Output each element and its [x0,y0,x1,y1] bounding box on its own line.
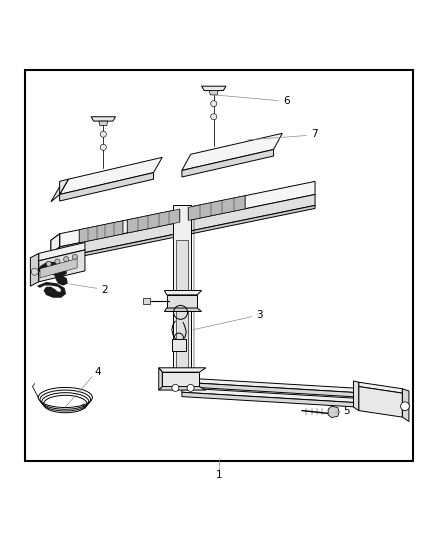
Polygon shape [182,149,274,177]
Polygon shape [38,282,65,297]
Polygon shape [60,205,315,261]
Circle shape [55,259,60,264]
Polygon shape [39,250,85,282]
Polygon shape [55,275,67,285]
Polygon shape [51,179,68,202]
Circle shape [31,268,38,275]
Circle shape [72,254,78,260]
Polygon shape [353,381,359,410]
Text: 6: 6 [283,96,290,107]
Polygon shape [188,196,245,221]
Circle shape [46,261,51,266]
Text: 3: 3 [256,310,263,319]
Polygon shape [164,308,201,311]
Polygon shape [159,368,206,372]
Polygon shape [182,388,365,403]
Polygon shape [99,121,108,125]
Circle shape [100,131,106,138]
Polygon shape [38,262,66,276]
Polygon shape [60,173,153,201]
Polygon shape [39,243,85,261]
Circle shape [172,384,179,391]
Text: 7: 7 [311,129,318,139]
Polygon shape [60,179,68,195]
Polygon shape [172,338,186,351]
Polygon shape [60,181,315,247]
Text: 1: 1 [215,470,223,480]
Polygon shape [403,389,409,422]
Polygon shape [91,117,116,121]
Circle shape [211,114,217,120]
Polygon shape [162,372,199,386]
Polygon shape [201,86,226,91]
Text: 2: 2 [101,285,108,295]
Polygon shape [143,298,150,304]
Polygon shape [60,157,162,195]
Circle shape [401,402,410,410]
Polygon shape [176,240,187,376]
Polygon shape [182,378,365,393]
Polygon shape [79,221,123,243]
Polygon shape [182,382,365,398]
Polygon shape [182,133,283,171]
Polygon shape [51,234,60,268]
Polygon shape [182,392,365,408]
Polygon shape [359,386,403,417]
Polygon shape [173,205,191,376]
Polygon shape [159,368,162,390]
Text: 5: 5 [344,407,350,416]
Polygon shape [159,386,206,390]
Polygon shape [40,259,77,278]
Polygon shape [60,195,315,258]
Polygon shape [30,253,39,286]
Circle shape [187,384,194,391]
Bar [25,70,413,461]
Polygon shape [328,406,339,417]
Polygon shape [127,209,180,233]
Polygon shape [359,382,403,393]
Circle shape [100,144,106,150]
Polygon shape [51,234,60,253]
Text: 4: 4 [94,367,101,377]
Circle shape [211,101,217,107]
Polygon shape [166,295,197,308]
Circle shape [64,256,69,262]
Polygon shape [209,91,218,95]
Polygon shape [164,290,201,295]
